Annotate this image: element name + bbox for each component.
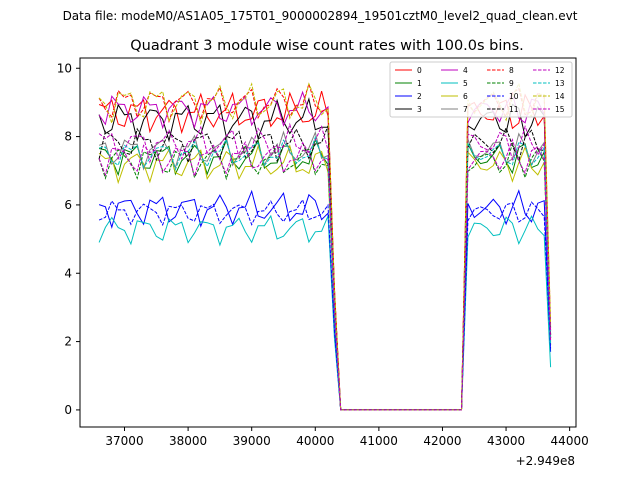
legend-label-7: 7 <box>463 105 468 114</box>
x-tick-label: 43000 <box>487 434 525 448</box>
y-tick-label: 10 <box>57 61 72 75</box>
x-tick-label: 40000 <box>296 434 334 448</box>
legend-label-14: 14 <box>555 92 565 101</box>
x-tick-label: 39000 <box>233 434 271 448</box>
count-rate-chart: Data file: modeM0/AS1A05_175T01_90000028… <box>0 0 640 480</box>
legend-label-2: 2 <box>417 92 422 101</box>
y-tick-label: 4 <box>64 266 72 280</box>
y-tick-label: 8 <box>64 130 72 144</box>
legend-label-10: 10 <box>509 92 519 101</box>
x-tick-label: 37000 <box>105 434 143 448</box>
y-tick-label: 6 <box>64 198 72 212</box>
legend-label-12: 12 <box>555 66 565 75</box>
chart-title: Quadrant 3 module wise count rates with … <box>130 38 524 54</box>
legend-label-13: 13 <box>555 79 565 88</box>
y-tick-label: 0 <box>64 403 72 417</box>
legend-label-3: 3 <box>417 105 422 114</box>
legend-label-6: 6 <box>463 92 468 101</box>
legend-label-9: 9 <box>509 79 514 88</box>
x-tick-label: 44000 <box>551 434 589 448</box>
legend-label-0: 0 <box>417 66 422 75</box>
legend-label-11: 11 <box>509 105 519 114</box>
legend-label-5: 5 <box>463 79 468 88</box>
x-offset-label: +2.949e8 <box>516 454 575 468</box>
legend-label-8: 8 <box>509 66 514 75</box>
x-tick-label: 38000 <box>169 434 207 448</box>
x-tick-label: 42000 <box>423 434 461 448</box>
y-tick-label: 2 <box>64 335 72 349</box>
chart-supertitle: Data file: modeM0/AS1A05_175T01_90000028… <box>63 9 578 23</box>
legend-label-1: 1 <box>417 79 422 88</box>
legend-label-4: 4 <box>463 66 468 75</box>
legend-label-15: 15 <box>555 105 565 114</box>
x-tick-label: 41000 <box>360 434 398 448</box>
